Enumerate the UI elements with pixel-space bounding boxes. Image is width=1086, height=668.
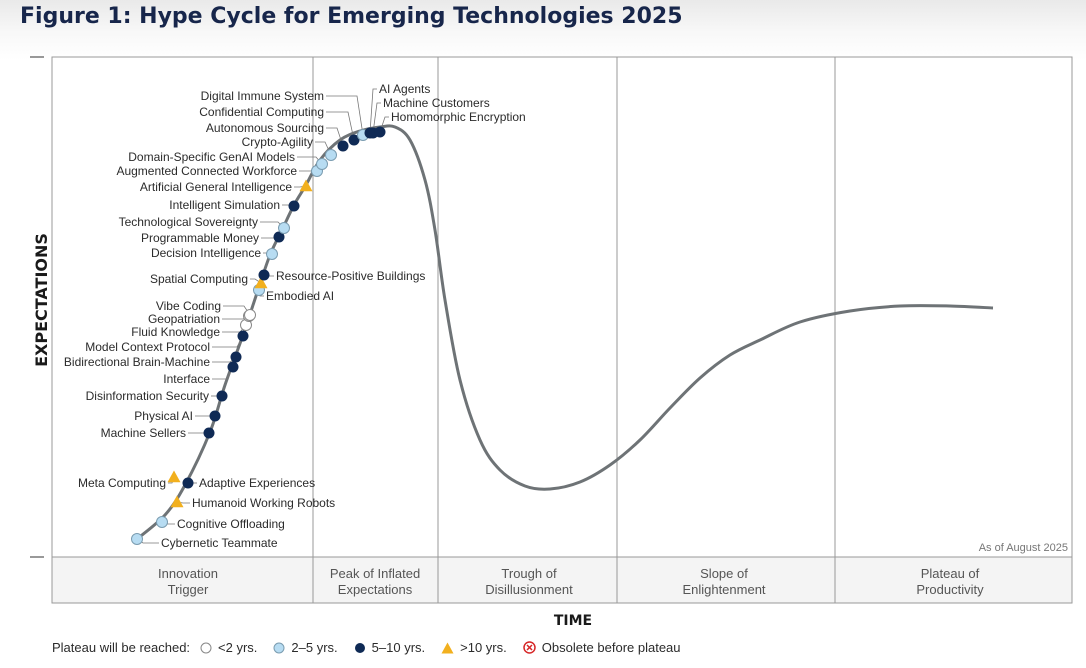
as-of-note: As of August 2025 [979,542,1068,554]
marker-spatial-computing [254,276,268,289]
marker-vibe-coding [244,309,256,321]
marker-bidirectional-brain-machine [230,351,242,363]
phase-label-innovation-trigger: Innovation Trigger [158,566,218,597]
marker-adaptive-experiences [182,477,194,489]
yellow-triangle-icon [441,642,454,653]
legend-item-gt10: >10 yrs. [441,640,507,655]
marker-intelligent-simulation [288,200,300,212]
marker-disinformation-security [216,390,228,402]
legend-title: Plateau will be reached: [52,640,191,655]
label-adaptive-experiences: Adaptive Experiences [199,476,315,490]
label-resource-positive-buildings: Resource-Positive Buildings [276,269,425,283]
light-blue-circle-icon [273,642,285,653]
leader-digital-immune-system [326,95,364,136]
phase-label-trough: Trough of Disillusionment [485,566,573,597]
leader-machine-customers [372,102,381,134]
legend-label-gt10: >10 yrs. [460,640,507,655]
marker-domain-specific-genai-models [316,158,328,170]
label-machine-sellers: Machine Sellers [101,426,186,440]
technology-labels: Cybernetic Teammate Cognitive Offloading H… [64,82,526,550]
phase-label-plateau: Plateau of Productivity [916,566,984,597]
phase-label-slope: Slope of Enlightenment [682,566,765,597]
phase-label-peak: Peak of Inflated Expectations [330,566,420,597]
y-axis-title: EXPECTATIONS [32,233,51,367]
label-geopatriation: Geopatriation [148,312,220,326]
open-circle-icon [200,642,212,653]
leader-autonomous-sourcing [326,127,344,147]
label-disinformation-security: Disinformation Security [86,389,209,403]
label-homomorphic-encryption: Homomorphic Encryption [391,110,526,124]
marker-cognitive-offloading [156,516,168,528]
legend-item-lt2: <2 yrs. [200,640,257,655]
marker-physical-ai [209,410,221,422]
marker-model-context-protocol [237,330,249,342]
legend-item-2to5: 2–5 yrs. [273,640,338,655]
label-fluid-knowledge: Fluid Knowledge [131,325,220,339]
leader-ai-agents [369,88,377,134]
legend: Plateau will be reached: <2 yrs. 2–5 yrs… [52,640,697,655]
technology-markers [131,126,386,545]
label-augmented-connected-workforce: Augmented Connected Workforce [116,164,297,178]
legend-label-lt2: <2 yrs. [218,640,258,655]
legend-label-5to10: 5–10 yrs. [371,640,426,655]
marker-technological-sovereignty [278,222,290,234]
label-domain-specific-genai-models: Domain-Specific GenAI Models [128,150,295,164]
label-programmable-money: Programmable Money [141,231,259,245]
label-humanoid-working-robots: Humanoid Working Robots [192,496,335,510]
label-decision-intelligence: Decision Intelligence [151,246,261,260]
label-intelligent-simulation: Intelligent Simulation [169,198,280,212]
legend-item-5to10: 5–10 yrs. [354,640,425,655]
label-model-context-protocol: Model Context Protocol [85,340,210,354]
label-physical-ai: Physical AI [134,409,193,423]
marker-artificial-general-intelligence [299,179,313,192]
label-machine-customers: Machine Customers [383,96,490,110]
marker-homomorphic-encryption [374,126,386,138]
red-x-circle-icon [523,641,536,654]
label-cybernetic-teammate: Cybernetic Teammate [161,536,278,550]
marker-confidential-computing [348,134,360,146]
navy-circle-icon [354,642,365,653]
label-digital-immune-system: Digital Immune System [201,89,324,103]
marker-decision-intelligence [266,248,278,260]
marker-cybernetic-teammate [131,533,143,545]
marker-crypto-agility [325,149,337,161]
label-bidirectional-brain-machine: Bidirectional Brain-Machine [64,355,210,369]
marker-resource-positive-buildings [258,269,270,281]
phase-separators [312,57,836,603]
legend-label-2to5: 2–5 yrs. [291,640,338,655]
marker-interface [227,361,239,373]
label-meta-computing: Meta Computing [78,476,166,490]
marker-humanoid-working-robots [170,495,184,508]
time-axis-strip [51,556,1073,604]
label-artificial-general-intelligence: Artificial General Intelligence [140,180,292,194]
legend-label-obsolete: Obsolete before plateau [541,640,681,655]
chart-title: Figure 1: Hype Cycle for Emerging Techno… [20,4,683,29]
marker-autonomous-sourcing [337,140,349,152]
phase-labels: Innovation Trigger Peak of Inflated Expect… [158,566,984,597]
label-vibe-coding: Vibe Coding [156,299,221,313]
label-confidential-computing: Confidential Computing [199,105,324,119]
label-spatial-computing: Spatial Computing [150,272,248,286]
label-technological-sovereignty: Technological Sovereignty [119,215,258,229]
label-ai-agents: AI Agents [379,82,430,96]
legend-item-obsolete: Obsolete before plateau [523,640,681,655]
label-crypto-agility: Crypto-Agility [242,135,313,149]
label-embodied-ai: Embodied AI [266,289,334,303]
leader-confidential-computing [326,111,355,141]
marker-machine-sellers [203,427,215,439]
label-autonomous-sourcing: Autonomous Sourcing [206,121,324,135]
marker-programmable-money [273,231,285,243]
label-interface: Interface [163,372,210,386]
marker-meta-computing [167,470,181,483]
label-cognitive-offloading: Cognitive Offloading [177,517,285,531]
x-axis-title: TIME [554,613,592,629]
